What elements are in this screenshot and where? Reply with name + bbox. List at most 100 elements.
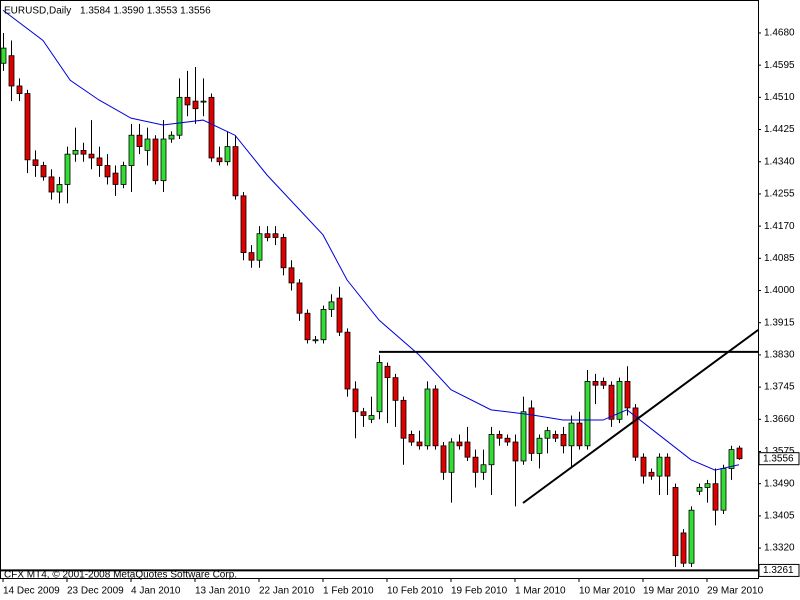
x-tick-label: 10 Feb 2010 <box>387 586 444 597</box>
candle-body <box>1 47 7 64</box>
candle-body <box>400 399 407 439</box>
candle-body <box>32 159 39 166</box>
candle-body <box>40 165 47 178</box>
candle-body <box>720 468 727 511</box>
candle-body <box>256 233 263 261</box>
y-tick-label: 1.3575 <box>764 446 795 457</box>
candle-body <box>216 157 223 163</box>
candle-body <box>88 153 95 159</box>
candle-body <box>496 434 503 439</box>
x-tick-label: 19 Feb 2010 <box>451 586 508 597</box>
candle-body <box>456 441 463 447</box>
x-tick-label: 13 Jan 2010 <box>195 586 250 597</box>
candle-body <box>144 138 151 151</box>
candle-body <box>320 309 327 341</box>
x-tick-label: 1 Feb 2010 <box>323 586 374 597</box>
candle-body <box>96 157 103 166</box>
candle-body <box>16 85 23 94</box>
x-tick-label: 1 Mar 2010 <box>515 586 566 597</box>
candle-body <box>280 237 287 269</box>
candle-body <box>648 471 655 477</box>
candle-body <box>552 434 559 439</box>
candle-body <box>728 449 735 469</box>
candle-body <box>72 149 79 155</box>
candle-body <box>120 165 127 185</box>
candle-body <box>584 381 591 447</box>
candle-body <box>352 388 359 413</box>
candle-body <box>408 434 415 443</box>
candle-body <box>528 407 535 454</box>
y-tick-label: 1.4255 <box>764 189 795 200</box>
candle-body <box>576 422 583 447</box>
y-tick-label: 1.4000 <box>764 285 795 296</box>
y-tick-label: 1.4680 <box>764 28 795 39</box>
candle-body <box>504 437 511 443</box>
candle-body <box>488 434 495 466</box>
candle-body <box>368 415 375 420</box>
y-tick-label: 1.3745 <box>764 382 795 393</box>
y-tick-label: 1.4340 <box>764 156 795 167</box>
candle-body <box>480 464 487 473</box>
x-tick-label: 29 Mar 2010 <box>707 586 764 597</box>
x-tick-label: 4 Jan 2010 <box>131 586 181 597</box>
y-tick-label: 1.3320 <box>764 543 795 554</box>
candle-body <box>192 100 199 110</box>
candle-body <box>248 252 255 261</box>
candle-body <box>440 445 447 473</box>
candle-body <box>424 388 431 447</box>
candle-body <box>104 165 111 178</box>
plot-frame <box>0 0 759 579</box>
y-tick-label: 1.3660 <box>764 414 795 425</box>
copyright: CFX MT4, © 2001-2008 MetaQuotes Software… <box>4 570 237 581</box>
y-tick-label: 1.4425 <box>764 124 795 135</box>
candle-body <box>336 297 343 333</box>
candle-body <box>128 134 135 166</box>
candle-body <box>288 267 295 284</box>
candle-body <box>152 138 159 182</box>
y-tick-label: 1.3405 <box>764 511 795 522</box>
candle-body <box>512 441 519 462</box>
y-tick-label: 1.4595 <box>764 60 795 71</box>
candle-body <box>240 195 247 254</box>
candle-body <box>448 441 455 473</box>
candle-body <box>80 149 87 155</box>
candle-body <box>680 532 687 564</box>
y-tick-label: 1.4170 <box>764 221 795 232</box>
candle-body <box>376 362 383 413</box>
candle-body <box>656 456 663 477</box>
y-tick-label: 1.4085 <box>764 253 795 264</box>
candle-body <box>472 456 479 473</box>
candle-body <box>328 301 335 310</box>
candle-body <box>208 96 215 159</box>
price-marker <box>758 452 800 466</box>
y-tick-label: 1.4510 <box>764 92 795 103</box>
candle-body <box>200 100 207 103</box>
candle-body <box>632 407 639 458</box>
candle-body <box>608 384 615 420</box>
candle-body <box>664 456 671 477</box>
candle-body <box>736 447 743 460</box>
x-tick-label: 22 Jan 2010 <box>259 586 314 597</box>
price-marker-label: 1.3556 <box>763 453 794 464</box>
candle-body <box>232 146 239 197</box>
candle-body <box>64 153 71 185</box>
candle-body <box>688 509 695 564</box>
candle-body <box>176 96 183 136</box>
candle-body <box>304 312 311 341</box>
x-tick-label: 19 Mar 2010 <box>643 586 700 597</box>
candle-body <box>48 176 55 193</box>
candle-body <box>272 233 279 238</box>
candle-body <box>344 331 351 390</box>
candle-body <box>56 184 63 193</box>
candle-body <box>536 437 543 454</box>
candle-body <box>136 134 143 147</box>
trend-line <box>522 329 758 504</box>
candle-body <box>640 456 647 477</box>
candle-body <box>112 172 119 185</box>
x-tick-label: 23 Dec 2009 <box>67 586 124 597</box>
candle-body <box>360 411 367 416</box>
chart-title: EURUSD,Daily <box>4 6 71 17</box>
candle-body <box>592 381 599 386</box>
candle-body <box>416 441 423 447</box>
